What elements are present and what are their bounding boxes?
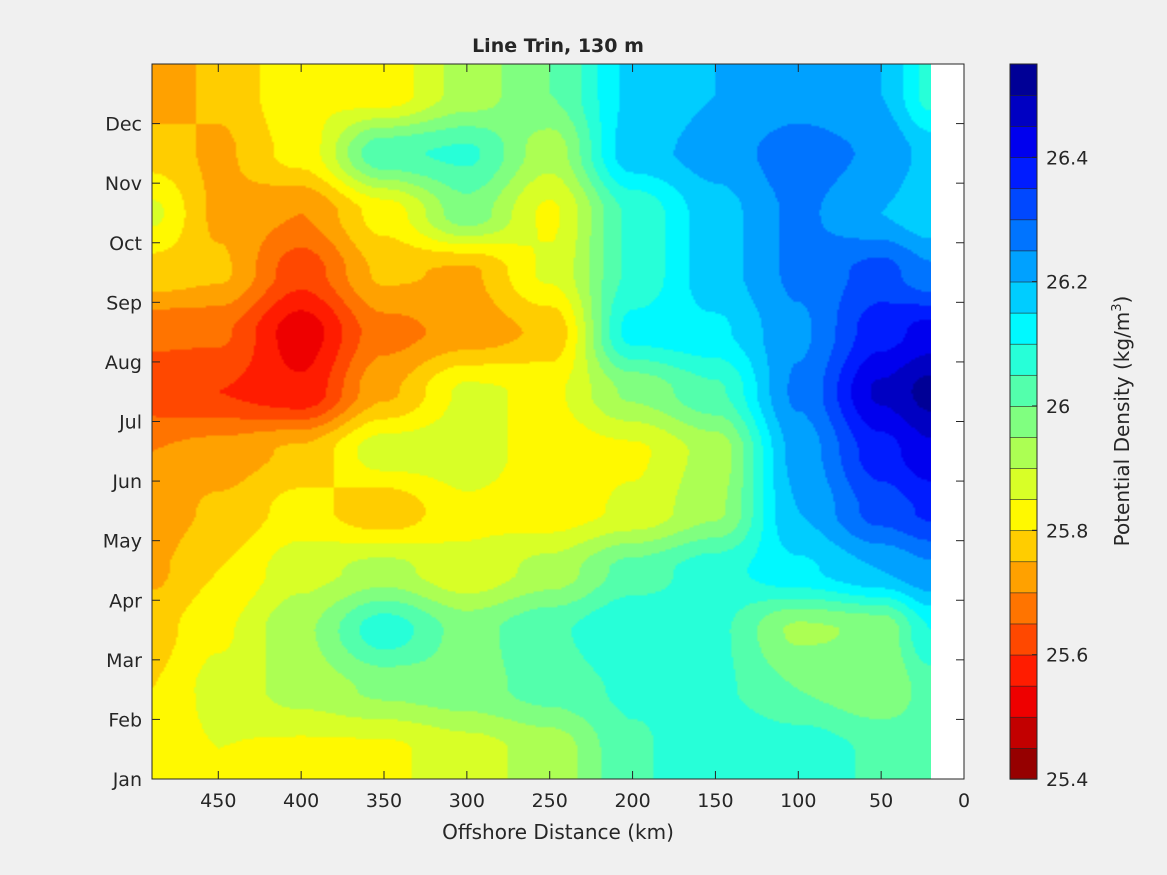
x-tick-label: 350 (366, 790, 402, 812)
y-tick-label: Dec (105, 114, 142, 136)
colorbar-level (1009, 219, 1038, 252)
y-tick-label: Sep (106, 292, 142, 314)
y-tick-label: May (103, 531, 142, 553)
plot-area: 450 400 350 300 250 200 150 100 50 0 Jan Feb Mar Apr… (103, 63, 970, 812)
y-tick-label: Nov (105, 173, 142, 195)
colorbar-level (1009, 623, 1038, 656)
colorbar-level (1009, 312, 1038, 345)
y-tick-label: Jun (111, 471, 142, 493)
y-tick-label: Aug (105, 352, 142, 374)
density-contour-field (152, 64, 931, 779)
x-tick-label: 200 (614, 790, 650, 812)
y-tick-label: Oct (109, 233, 142, 255)
colorbar-level (1009, 436, 1038, 469)
colorbar-level (1009, 592, 1038, 625)
colorbar-level (1009, 561, 1038, 594)
y-tick-label: Apr (109, 590, 142, 612)
colorbar-level (1009, 94, 1038, 127)
colorbar-levels (1009, 63, 1038, 780)
colorbar-level (1009, 467, 1038, 500)
colorbar: 25.4 25.6 25.8 26 26.2 26.4 Potential Density… (1009, 63, 1134, 791)
colorbar-tick-label: 26 (1046, 396, 1070, 418)
colorbar-level (1009, 125, 1038, 158)
colorbar-level (1009, 250, 1038, 283)
colorbar-level (1009, 498, 1038, 532)
colorbar-tick-label: 25.6 (1046, 645, 1088, 667)
colorbar-level (1009, 156, 1038, 190)
x-tick-label: 100 (780, 790, 816, 812)
colorbar-level (1009, 188, 1038, 221)
y-tick-label: Feb (108, 709, 142, 731)
colorbar-tick-label: 25.8 (1046, 520, 1088, 542)
x-axis-label: Offshore Distance (km) (442, 820, 674, 844)
colorbar-level (1009, 747, 1038, 780)
y-tick-label: Jan (112, 769, 142, 791)
y-axis-ticks: Jan Feb Mar Apr May Jun Jul Aug Sep Oct Nov Dec (103, 114, 964, 791)
x-tick-label: 150 (697, 790, 733, 812)
x-tick-label: 450 (200, 790, 236, 812)
chart-title: Line Trin, 130 m (472, 35, 644, 57)
y-tick-label: Mar (106, 650, 142, 672)
colorbar-label: Potential Density (kg/m3) (1110, 296, 1134, 547)
colorbar-level (1009, 716, 1038, 749)
colorbar-tick-label: 25.4 (1046, 769, 1088, 791)
x-tick-label: 300 (449, 790, 485, 812)
colorbar-frame (1009, 63, 1038, 780)
colorbar-level (1009, 529, 1038, 563)
colorbar-label-suffix: ) (1110, 296, 1134, 304)
colorbar-level (1009, 63, 1038, 96)
colorbar-label-superscript: 3 (1110, 303, 1125, 311)
x-axis-ticks: 450 400 350 300 250 200 150 100 50 0 (200, 64, 970, 812)
colorbar-label-main: Potential Density (kg/m (1110, 312, 1134, 547)
x-tick-label: 400 (283, 790, 319, 812)
colorbar-level (1009, 374, 1038, 407)
x-tick-label: 0 (958, 790, 970, 812)
y-tick-label: Jul (118, 412, 142, 434)
colorbar-level (1009, 685, 1038, 718)
colorbar-level (1009, 405, 1038, 438)
x-tick-label: 50 (869, 790, 893, 812)
colorbar-ticks: 25.4 25.6 25.8 26 26.2 26.4 (1032, 147, 1088, 791)
colorbar-level (1009, 343, 1038, 376)
colorbar-tick-label: 26.2 (1046, 272, 1088, 294)
colorbar-tick-label: 26.4 (1046, 147, 1088, 169)
x-tick-label: 250 (532, 790, 568, 812)
colorbar-level (1009, 281, 1038, 314)
density-contour-image (152, 64, 931, 779)
colorbar-level (1009, 654, 1038, 687)
